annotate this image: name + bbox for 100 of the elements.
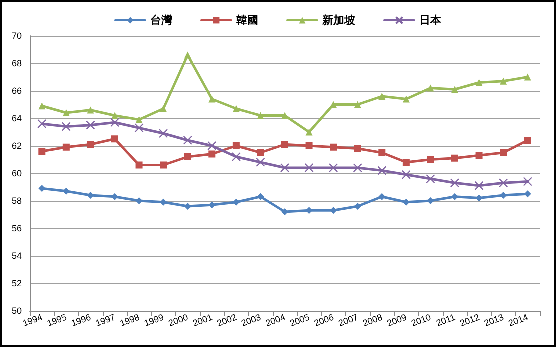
point [476, 79, 483, 86]
point [208, 202, 216, 209]
x-tick-label: 2004 [264, 312, 287, 329]
x-tick-label: 1995 [46, 312, 68, 329]
point [450, 178, 460, 188]
point [38, 102, 46, 110]
point [280, 163, 290, 173]
point [427, 156, 434, 164]
y-tick-label: 64 [12, 114, 22, 124]
point [354, 101, 362, 108]
legend-label: 新加坡 [322, 14, 356, 27]
point [476, 152, 483, 160]
y-tick-label: 54 [12, 251, 22, 261]
x-tick-label: 1999 [143, 312, 166, 329]
y-tick-label: 66 [12, 86, 22, 96]
point [523, 177, 532, 186]
legend-label: 韓國 [236, 14, 258, 27]
point [500, 149, 508, 156]
point [208, 141, 217, 151]
point [306, 128, 313, 136]
point [184, 203, 192, 210]
point [282, 112, 288, 120]
point [136, 116, 143, 124]
point [112, 193, 118, 200]
point [87, 192, 94, 199]
point [62, 122, 72, 132]
point [62, 144, 70, 151]
point [62, 110, 70, 116]
point [304, 163, 314, 173]
point [38, 148, 46, 155]
x-tick-label: 2011 [435, 312, 457, 328]
point [232, 152, 242, 162]
point [136, 162, 143, 169]
x-tick-label: 2014 [507, 312, 530, 329]
point [257, 149, 264, 156]
point [330, 207, 338, 214]
point [208, 96, 216, 103]
point [402, 170, 412, 180]
point [110, 118, 120, 128]
x-tick-label: 1996 [70, 312, 92, 329]
point [232, 105, 240, 112]
legend-label: 台灣 [150, 14, 174, 27]
point [402, 96, 410, 103]
point [282, 141, 288, 148]
point [257, 112, 264, 120]
y-tick-label: 52 [12, 278, 22, 288]
point [256, 158, 266, 168]
point [452, 154, 458, 162]
point [402, 159, 410, 166]
y-tick-label: 50 [12, 306, 22, 316]
point [452, 86, 458, 94]
point [353, 163, 362, 173]
point [86, 120, 96, 130]
x-tick-label: 2006 [313, 312, 336, 329]
x-tick-label: 1994 [22, 312, 44, 329]
x-tick-label: 2002 [216, 312, 238, 329]
point [452, 193, 458, 200]
x-tick-label: 2000 [167, 312, 190, 329]
point [427, 198, 434, 204]
x-tick-label: 1997 [94, 312, 117, 329]
point [112, 112, 118, 120]
point [134, 124, 144, 133]
point [426, 174, 436, 184]
point [183, 136, 192, 146]
y-tick-label: 56 [12, 224, 22, 234]
point [160, 105, 168, 112]
point [232, 142, 240, 150]
x-tick-label: 2008 [362, 312, 384, 329]
point [87, 106, 94, 114]
point [474, 181, 484, 190]
x-tick-label: 2003 [240, 312, 262, 329]
point [330, 144, 338, 151]
point [354, 145, 362, 152]
x-tick-label: 2005 [288, 312, 311, 329]
y-tick-label: 70 [12, 31, 22, 41]
point [524, 137, 532, 144]
point [160, 162, 168, 169]
point [498, 178, 508, 188]
point [427, 84, 434, 92]
point [524, 74, 532, 81]
point [282, 208, 288, 216]
point [136, 198, 143, 204]
point [330, 101, 338, 108]
x-tick-label: 2007 [337, 312, 360, 329]
legend-label: 日本 [420, 14, 442, 27]
point [184, 154, 192, 160]
x-tick-label: 2013 [483, 312, 506, 329]
y-tick-label: 62 [12, 141, 22, 151]
point [208, 150, 216, 158]
point [476, 194, 483, 202]
point [328, 163, 338, 173]
point [62, 188, 70, 195]
x-tick-label: 2010 [410, 312, 432, 329]
point [378, 166, 387, 176]
point [87, 141, 94, 148]
point [354, 203, 362, 210]
x-tick-label: 1998 [118, 312, 141, 329]
point [184, 52, 192, 59]
point [378, 93, 386, 100]
x-tick-label: 2001 [192, 312, 214, 329]
